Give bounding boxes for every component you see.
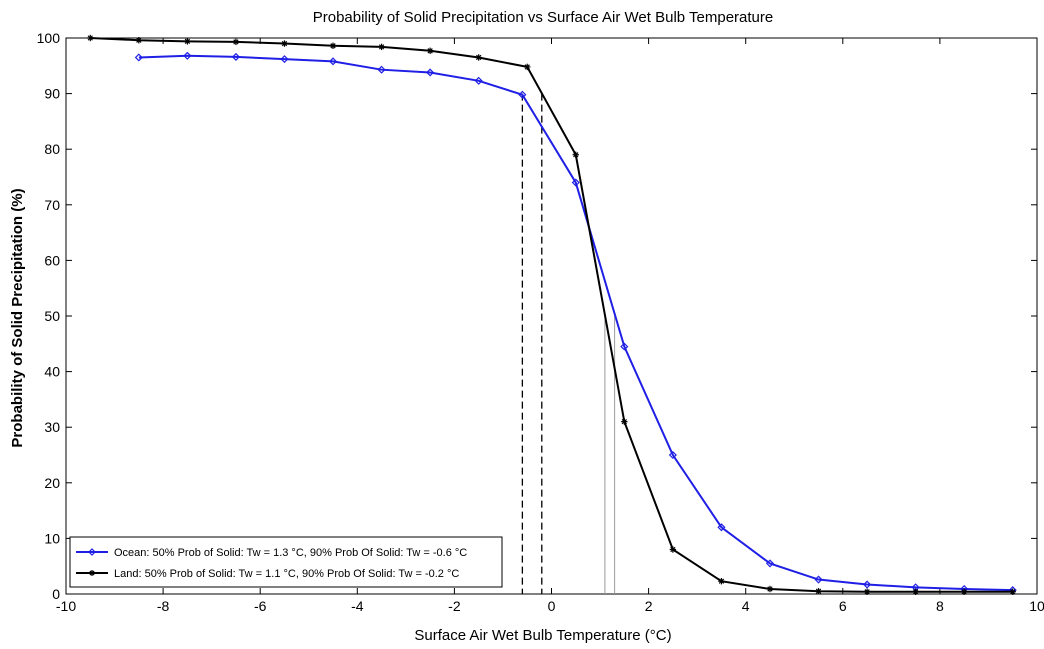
y-tick-label: 50 — [44, 308, 60, 324]
data-point — [765, 559, 775, 568]
data-point — [571, 178, 580, 187]
y-tick-label: 20 — [44, 475, 60, 491]
data-point — [280, 55, 289, 64]
data-point — [377, 65, 386, 74]
x-tick-label: 2 — [645, 598, 653, 614]
y-tick-label: 100 — [37, 30, 61, 46]
y-tick-label: 70 — [44, 197, 60, 213]
data-point — [669, 546, 677, 553]
x-tick-label: 6 — [839, 598, 847, 614]
y-tick-label: 60 — [44, 252, 60, 268]
plot-frame — [65, 37, 1038, 595]
y-tick-label: 40 — [44, 364, 60, 380]
plot-area: -10 -8 -6 -4 -2 0 2 4 6 8 100102030405060708090100… — [37, 30, 1044, 614]
data-point — [135, 37, 143, 44]
data-point — [620, 342, 629, 351]
data-point — [815, 588, 822, 595]
data-point — [426, 68, 435, 77]
data-point — [474, 76, 483, 85]
data-point — [134, 53, 143, 62]
legend-box — [69, 536, 503, 588]
legend-label: Land: 50% Prob of Solid: Tw = 1.1 °C, 90… — [114, 568, 459, 580]
data-point — [766, 585, 774, 593]
y-tick-label: 0 — [52, 586, 60, 602]
x-axis-title: Surface Air Wet Bulb Temperature (°C) — [414, 627, 671, 644]
data-point — [475, 54, 482, 61]
data-point — [329, 42, 337, 49]
data-point — [231, 52, 240, 61]
data-point — [1009, 588, 1016, 595]
series-line-1 — [138, 54, 1013, 592]
y-tick-label: 90 — [44, 86, 60, 102]
data-point — [184, 38, 191, 45]
data-point — [518, 90, 527, 99]
data-point — [524, 63, 531, 71]
data-point — [668, 450, 677, 460]
data-point — [863, 588, 871, 595]
data-point — [814, 575, 823, 584]
x-tick-label: 10 — [1029, 598, 1044, 614]
x-tick-label: -10 — [56, 598, 76, 614]
data-point — [87, 34, 94, 42]
x-tick-label: -4 — [351, 598, 364, 614]
chart-title: Probability of Solid Precipitation vs Su… — [313, 9, 774, 26]
x-tick-label: -6 — [254, 598, 267, 614]
x-tick-label: 4 — [742, 598, 750, 614]
x-tick-label: -2 — [448, 598, 461, 614]
y-tick-label: 10 — [44, 530, 60, 546]
data-point — [960, 588, 968, 595]
data-point — [426, 47, 434, 54]
legend-marker — [88, 548, 96, 556]
y-tick-label: 80 — [44, 141, 60, 157]
data-point — [621, 418, 628, 425]
series-line-2 — [90, 37, 1013, 593]
data-point — [912, 588, 919, 595]
data-point — [183, 51, 192, 60]
data-point — [863, 580, 872, 589]
data-point — [718, 578, 725, 585]
data-point — [328, 57, 338, 66]
data-point — [378, 43, 385, 51]
y-axis-title: Probability of Solid Precipitation (%) — [9, 188, 26, 447]
data-point — [281, 40, 288, 47]
x-tick-label: 8 — [936, 598, 944, 614]
y-tick-label: 30 — [44, 419, 60, 435]
legend-marker — [89, 570, 95, 576]
x-tick-label: -8 — [157, 598, 170, 614]
x-tick-label: 0 — [548, 598, 556, 614]
legend-label: Ocean: 50% Prob of Solid: Tw = 1.3 °C, 9… — [114, 547, 467, 559]
data-point — [717, 523, 726, 532]
data-point — [232, 38, 240, 46]
data-point — [572, 151, 579, 158]
